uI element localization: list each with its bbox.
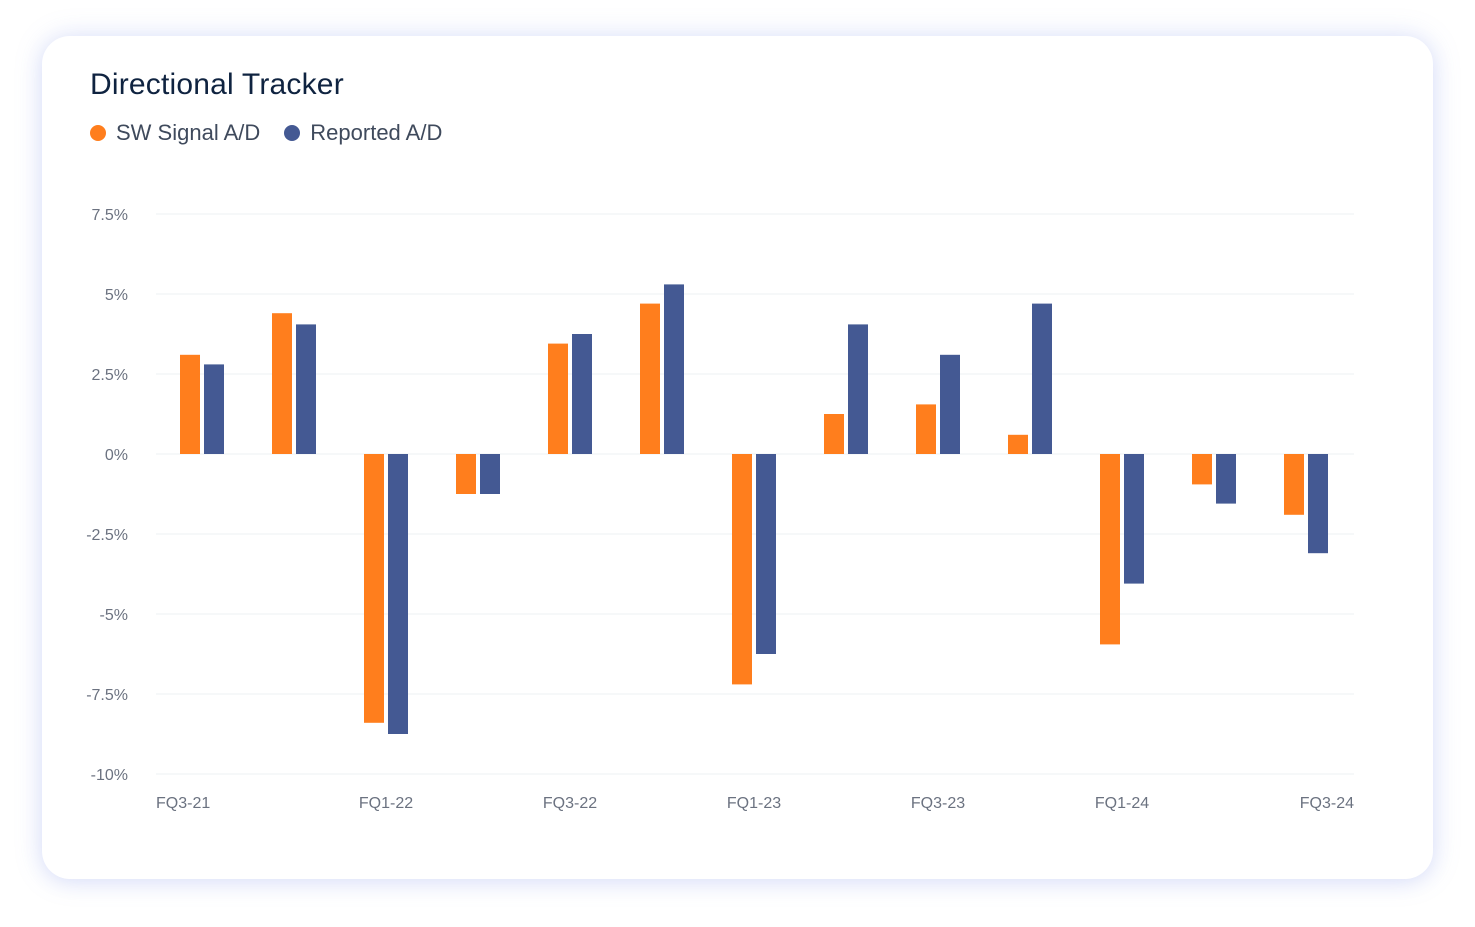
y-tick-label: -7.5% [86, 687, 128, 704]
x-tick-label: FQ3-23 [911, 795, 965, 812]
chart-title: Directional Tracker [90, 68, 344, 101]
y-tick-label: -2.5% [86, 527, 128, 544]
legend-dot-sw-signal [90, 125, 106, 141]
y-tick-label: 2.5% [92, 367, 128, 384]
bar-sw-signal [456, 454, 476, 494]
x-tick-label: FQ1-23 [727, 795, 781, 812]
legend-item-sw-signal[interactable]: SW Signal A/D [90, 120, 260, 146]
bar-reported [204, 364, 224, 454]
bar-reported [940, 354, 960, 454]
bar-sw-signal [272, 313, 292, 454]
bar-sw-signal [1284, 454, 1304, 515]
bar-reported [664, 284, 684, 454]
bar-sw-signal [640, 303, 660, 454]
bar-reported [480, 454, 500, 494]
bar-sw-signal [364, 454, 384, 723]
legend-label-sw-signal: SW Signal A/D [116, 120, 261, 145]
bar-sw-signal [1192, 454, 1212, 485]
y-tick-label: 5% [105, 287, 128, 304]
bar-reported [388, 454, 408, 734]
bar-sw-signal [1100, 454, 1120, 645]
bar-sw-signal [180, 354, 200, 454]
bar-reported [848, 324, 868, 454]
y-tick-label: -5% [100, 607, 128, 624]
legend: SW Signal A/D Reported A/D [90, 120, 442, 146]
bar-reported [1216, 454, 1236, 504]
bar-sw-signal [824, 414, 844, 454]
bar-reported [1124, 454, 1144, 584]
bar-sw-signal [916, 404, 936, 454]
x-tick-label: FQ1-22 [359, 795, 413, 812]
y-tick-label: 0% [105, 447, 128, 464]
x-tick-label: FQ3-21 [156, 795, 210, 812]
bar-sw-signal [548, 343, 568, 454]
y-tick-label: -10% [91, 767, 128, 784]
legend-item-reported[interactable]: Reported A/D [284, 120, 442, 146]
bar-reported [1032, 303, 1052, 454]
bar-reported [572, 334, 592, 454]
bar-reported [296, 324, 316, 454]
legend-dot-reported [284, 125, 301, 141]
legend-label-reported: Reported A/D [310, 120, 443, 145]
bar-reported [756, 454, 776, 654]
bar-reported [1308, 454, 1328, 554]
bar-sw-signal [1008, 434, 1028, 454]
y-tick-label: 7.5% [92, 207, 128, 224]
x-tick-label: FQ1-24 [1095, 795, 1149, 812]
x-tick-label: FQ3-24 [1300, 795, 1354, 812]
x-tick-label: FQ3-22 [543, 795, 597, 812]
bar-sw-signal [732, 454, 752, 685]
